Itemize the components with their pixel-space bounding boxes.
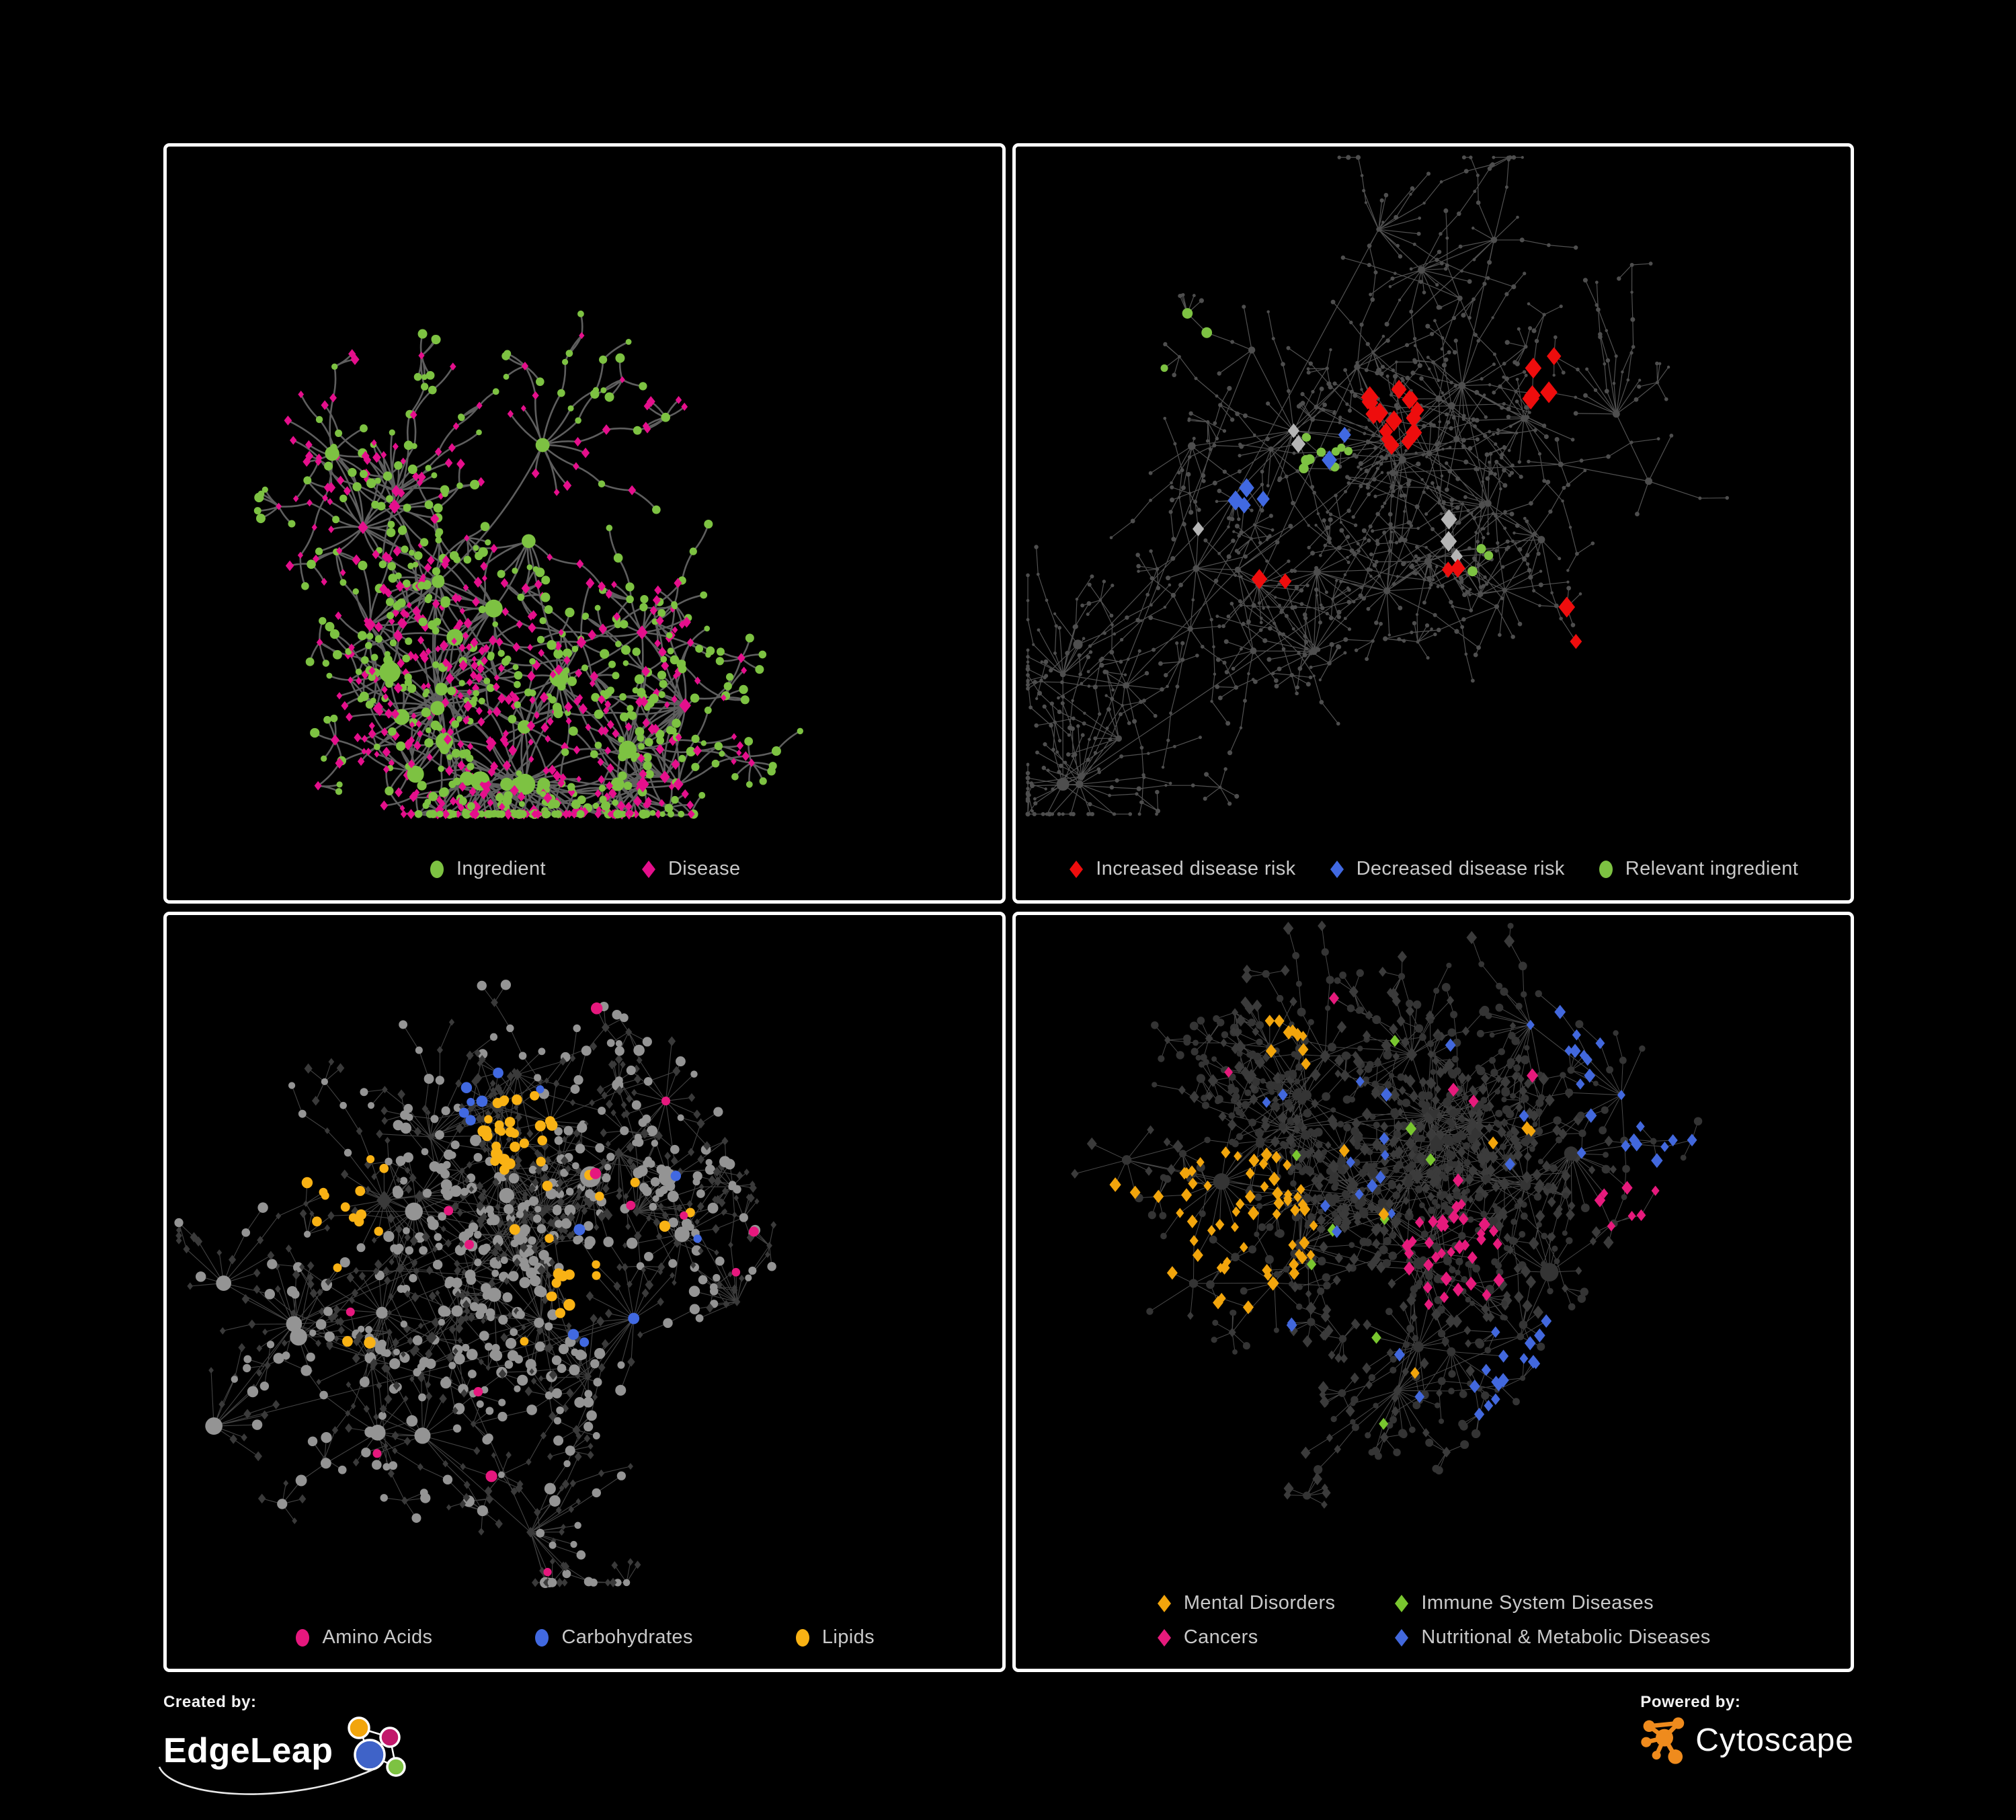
powered-by-label: Powered by: <box>1640 1693 1741 1711</box>
legend-item: Increased disease risk <box>1067 858 1295 880</box>
legend-marker-diamond-icon <box>1070 860 1084 878</box>
legend-ingredient-disease: Ingredient Disease <box>167 858 1002 880</box>
legend-label: Increased disease risk <box>1096 858 1296 879</box>
legend-marker-diamond-icon <box>1157 1594 1171 1612</box>
legend-label: Cancers <box>1183 1626 1258 1648</box>
panel-disease-risk: Increased disease risk Decreased disease … <box>1012 143 1854 904</box>
legend-label: Carbohydrates <box>561 1626 693 1648</box>
legend-marker-diamond-icon <box>1395 1628 1409 1647</box>
legend-ingredient-classes: Amino Acids Carbohydrates Lipids <box>167 1626 1002 1649</box>
legend-label: Lipids <box>821 1626 875 1648</box>
legend-item: Decreased disease risk <box>1328 858 1565 880</box>
network-grid: Ingredient Disease Increased disease risk… <box>163 143 1854 1672</box>
legend-item: Amino Acids <box>294 1626 432 1649</box>
cytoscape-credit: Powered by: <box>1640 1693 1854 1767</box>
network-canvas-ingredient-classes <box>174 980 777 1589</box>
legend-label: Ingredient <box>456 858 546 879</box>
legend-label: Nutritional & Metabolic Diseases <box>1421 1626 1711 1648</box>
footer: Created by: EdgeLeap Powered by: <box>158 1693 1854 1807</box>
legend-disease-risk: Increased disease risk Decreased disease … <box>1016 858 1851 880</box>
legend-item: Cancers <box>1156 1626 1336 1649</box>
panel-ingredient-disease: Ingredient Disease <box>163 143 1006 904</box>
network-canvas-ingredient-disease <box>253 310 804 820</box>
network-canvas-disease-risk <box>1025 155 1729 817</box>
edgeleap-wordmark: EdgeLeap <box>163 1731 333 1770</box>
legend-marker-diamond-icon <box>1395 1594 1409 1612</box>
legend-marker-ellipse-icon <box>430 860 444 878</box>
legend-label: Immune System Diseases <box>1421 1592 1654 1614</box>
legend-label: Mental Disorders <box>1183 1592 1336 1614</box>
legend-marker-diamond-icon <box>1330 860 1344 878</box>
panel-disease-classes: Mental Disorders Immune System Diseases Ca… <box>1012 912 1854 1672</box>
legend-label: Relevant ingredient <box>1625 858 1799 879</box>
legend-marker-diamond-icon <box>1157 1628 1171 1647</box>
edgeleap-credit: Created by: EdgeLeap <box>158 1693 415 1795</box>
legend-marker-ellipse-icon <box>1599 860 1613 878</box>
legend-label: Decreased disease risk <box>1356 858 1565 879</box>
legend-item: Carbohydrates <box>533 1626 692 1649</box>
legend-marker-ellipse-icon <box>296 1628 310 1647</box>
legend-marker-ellipse-icon <box>795 1628 809 1647</box>
cytoscape-logo-icon <box>1641 1717 1685 1764</box>
legend-item: Lipids <box>794 1626 875 1649</box>
legend-item: Nutritional & Metabolic Diseases <box>1393 1626 1710 1649</box>
legend-item: Relevant ingredient <box>1597 858 1798 880</box>
edgeleap-logo-icon <box>347 1716 406 1777</box>
cytoscape-wordmark: Cytoscape <box>1695 1723 1854 1758</box>
legend-item: Disease <box>640 858 741 880</box>
legend-item: Mental Disorders <box>1156 1592 1336 1614</box>
legend-label: Amino Acids <box>322 1626 433 1648</box>
legend-marker-ellipse-icon <box>535 1628 549 1647</box>
panel-ingredient-classes: Amino Acids Carbohydrates Lipids <box>163 912 1006 1672</box>
legend-item: Ingredient <box>428 858 546 880</box>
legend-marker-diamond-icon <box>641 860 655 878</box>
created-by-label: Created by: <box>163 1693 257 1711</box>
legend-disease-classes: Mental Disorders Immune System Diseases Ca… <box>1156 1592 1711 1649</box>
legend-item: Immune System Diseases <box>1393 1592 1710 1614</box>
network-canvas-disease-classes <box>1070 920 1702 1509</box>
legend-label: Disease <box>668 858 741 879</box>
